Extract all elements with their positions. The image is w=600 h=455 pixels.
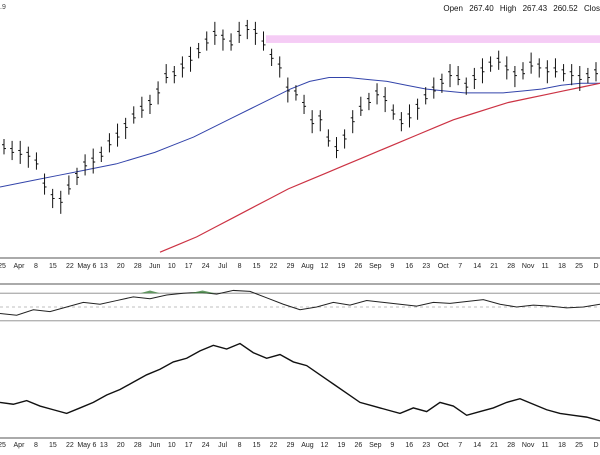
x-axis-tick-label-bottom: 22 xyxy=(66,442,74,449)
x-axis-tick-label-bottom: Jun xyxy=(149,442,160,449)
x-axis-tick-label-bottom: 13 xyxy=(100,442,108,449)
oscillator-overbought-fill xyxy=(190,290,215,294)
x-axis-tick-label: 26 xyxy=(355,263,363,270)
x-axis-tick-label-bottom: 28 xyxy=(134,442,142,449)
x-axis-tick-label-bottom: 16 xyxy=(405,442,413,449)
x-axis-tick-label-bottom: 10 xyxy=(168,442,176,449)
x-axis-tick-label: Sep xyxy=(369,263,382,270)
x-axis-tick-label: 9 xyxy=(390,263,394,270)
x-axis-tick-label-bottom: 14 xyxy=(473,442,481,449)
resistance-zone xyxy=(266,35,600,43)
oscillator-overbought-fill xyxy=(140,290,160,294)
x-axis-tick-label: May 6 xyxy=(77,263,96,270)
x-axis-tick-label: 24 xyxy=(202,263,210,270)
x-axis-tick-label-bottom: May 6 xyxy=(77,442,96,449)
x-axis-tick-label-bottom: Apr xyxy=(14,442,26,449)
x-axis-tick-label: 11 xyxy=(541,263,548,270)
x-axis-tick-label-bottom: 17 xyxy=(185,442,193,449)
x-axis-tick-label: 29 xyxy=(287,263,295,270)
x-axis-tick-label-bottom: 22 xyxy=(270,442,278,449)
x-axis-tick-label: 15 xyxy=(253,263,261,270)
x-axis-tick-label-bottom: 15 xyxy=(49,442,57,449)
x-axis-tick-label-bottom: 7 xyxy=(458,442,462,449)
x-axis-tick-label-bottom: 28 xyxy=(507,442,515,449)
x-axis-tick-label-bottom: 29 xyxy=(287,442,295,449)
high-label: High xyxy=(499,4,517,13)
x-axis-tick-label: Oct xyxy=(438,263,449,270)
x-axis-tick-label: 12 xyxy=(321,263,329,270)
x-axis-tick-label: 15 xyxy=(49,263,57,270)
x-axis-tick-label: 22 xyxy=(270,263,278,270)
x-axis-tick-label-bottom: 18 xyxy=(558,442,566,449)
corner-fragment: .9 xyxy=(0,4,6,11)
x-axis-tick-label-bottom: 25 xyxy=(575,442,583,449)
x-axis-tick-label-bottom: Aug xyxy=(301,442,314,449)
x-axis-tick-label: Aug xyxy=(301,263,314,270)
x-axis-tick-label: Apr xyxy=(14,263,26,270)
x-axis-tick-label: 23 xyxy=(422,263,430,270)
close-label: Clos xyxy=(583,4,600,13)
x-axis-tick-label: 25 xyxy=(575,263,583,270)
low-value: 260.52 xyxy=(553,4,578,13)
x-axis-tick-label-bottom: 8 xyxy=(238,442,242,449)
open-label: Open xyxy=(443,4,463,13)
x-axis-tick-label: 10 xyxy=(168,263,176,270)
x-axis-tick-label-bottom: 21 xyxy=(490,442,498,449)
x-axis-tick-label-bottom: 11 xyxy=(541,442,548,449)
x-axis-tick-label-bottom: 19 xyxy=(338,442,346,449)
moving-average-200-line xyxy=(159,82,600,253)
open-value: 267.40 xyxy=(469,4,494,13)
x-axis-tick-label-bottom: 9 xyxy=(390,442,394,449)
x-axis-tick-label: Jul xyxy=(218,263,227,270)
high-value: 267.43 xyxy=(522,4,548,13)
x-axis-tick-label: 21 xyxy=(490,263,498,270)
x-axis-tick-label-bottom: 26 xyxy=(355,442,363,449)
x-axis-tick-label: 8 xyxy=(34,263,38,270)
x-axis-tick-label: 14 xyxy=(473,263,481,270)
x-axis-tick-label: 8 xyxy=(238,263,242,270)
x-axis-tick-label: 17 xyxy=(185,263,193,270)
moving-average-50-line xyxy=(0,77,600,188)
x-axis-tick-label-bottom: Jul xyxy=(218,442,227,449)
x-axis-tick-label-bottom: 20 xyxy=(117,442,125,449)
x-axis-tick-label: 16 xyxy=(405,263,413,270)
x-axis-tick-label: 20 xyxy=(117,263,125,270)
x-axis-tick-label-bottom: Oct xyxy=(438,442,449,449)
x-axis-tick-label-bottom: 15 xyxy=(253,442,261,449)
x-axis-tick-label-bottom: Sep xyxy=(369,442,382,449)
x-axis-tick-label: Nov xyxy=(522,263,535,270)
x-axis-tick-label-bottom: D xyxy=(593,442,598,449)
x-axis-tick-label: 22 xyxy=(66,263,74,270)
x-axis-tick-label-bottom: 23 xyxy=(422,442,430,449)
x-axis-tick-label: D xyxy=(593,263,598,270)
ohlc-readout: Open 267.40 High 267.43 260.52 Clos xyxy=(439,4,600,13)
relative-strength-line xyxy=(0,342,600,422)
x-axis-tick-label-bottom: 8 xyxy=(34,442,38,449)
x-axis-tick-label-bottom: 12 xyxy=(321,442,329,449)
x-axis-tick-label: 28 xyxy=(507,263,515,270)
x-axis-tick-label-bottom: 25 xyxy=(0,442,6,449)
x-axis-tick-label-bottom: Nov xyxy=(522,442,535,449)
x-axis-tick-label: 18 xyxy=(558,263,566,270)
x-axis-tick-label-bottom: 24 xyxy=(202,442,210,449)
x-axis-tick-label: 25 xyxy=(0,263,6,270)
x-axis-tick-label: 28 xyxy=(134,263,142,270)
x-axis-tick-label: 13 xyxy=(100,263,108,270)
x-axis-tick-label: 19 xyxy=(338,263,346,270)
x-axis-tick-label: 7 xyxy=(458,263,462,270)
x-axis-tick-label: Jun xyxy=(149,263,160,270)
oscillator-line xyxy=(0,289,600,316)
